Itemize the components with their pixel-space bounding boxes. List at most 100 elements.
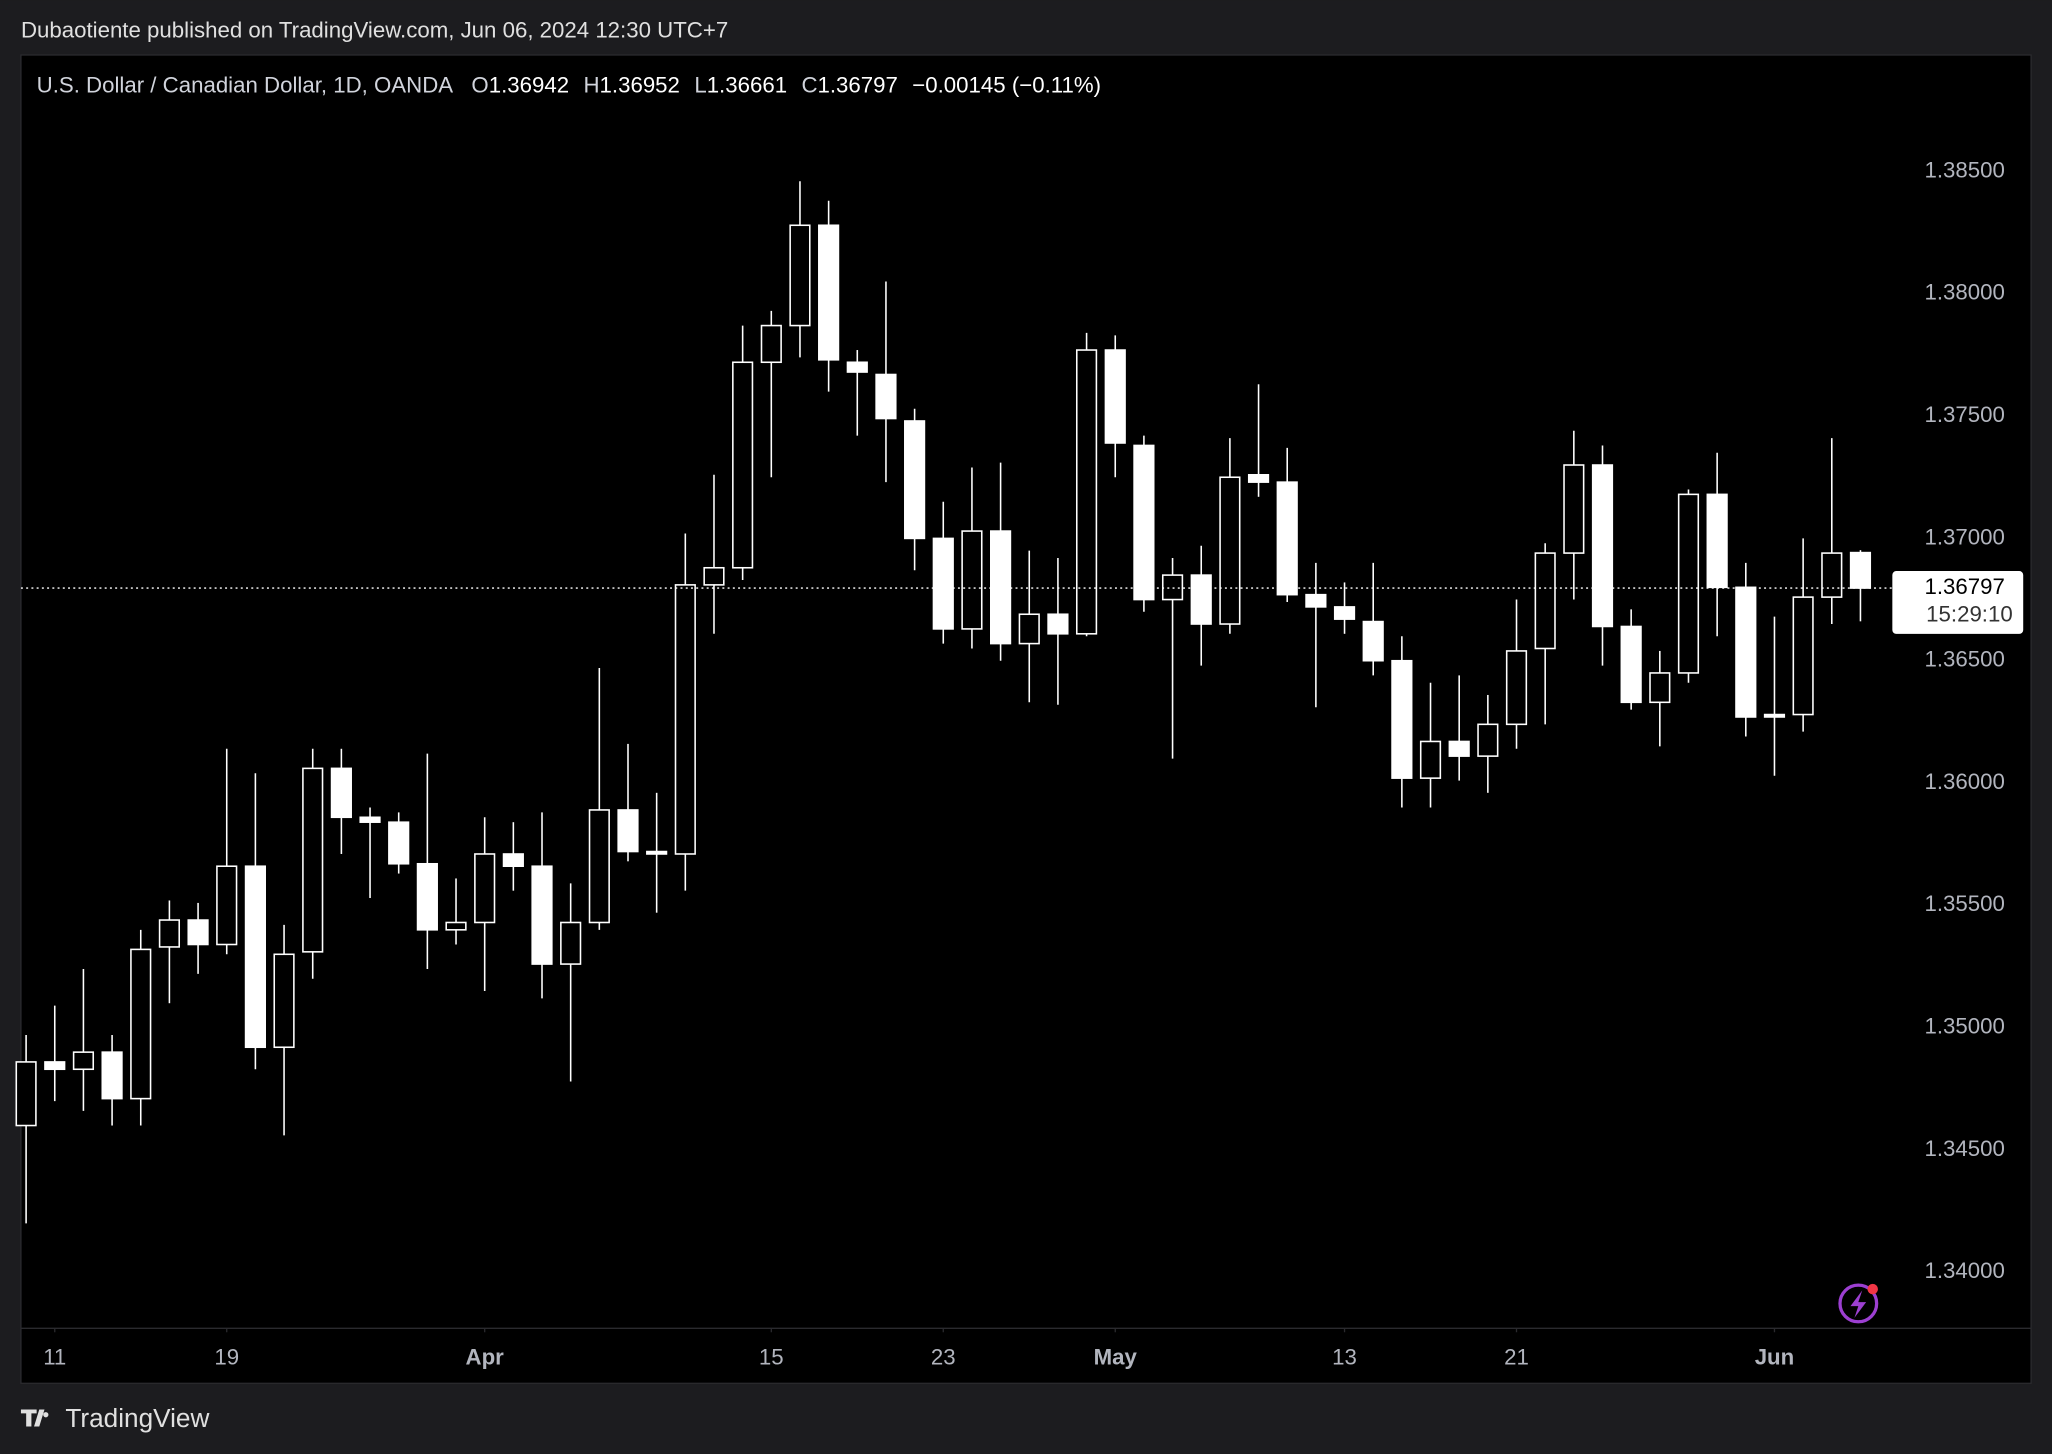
legend-value: 1.36952 [600,72,680,97]
candle-body [416,862,438,931]
candle-body [1620,625,1642,704]
y-tick-label: 1.36500 [1925,647,2005,672]
candle-body [244,865,266,1049]
candle-body [216,865,238,946]
y-tick-label: 1.36000 [1925,769,2005,794]
legend-value: 1.36942 [489,72,569,97]
ohlc-legend: U.S. Dollar / Canadian Dollar, 1D, OANDA… [37,72,1101,97]
candle-body [646,850,668,855]
candle-body [1706,493,1728,589]
candle-body [1133,444,1155,601]
candle-body [760,324,782,364]
candle-body [732,361,754,569]
x-tick-label: 11 [43,1344,66,1369]
candle-body [158,919,181,948]
legend-value: 1.36661 [707,72,787,97]
x-tick-label: 15 [759,1344,784,1369]
published-line: Dubaotiente published on TradingView.com… [21,17,728,42]
candle-body [1792,596,1814,716]
candle-body [1419,740,1442,779]
candle-body [1649,672,1671,704]
candle-body [330,767,352,819]
candle-body [1219,476,1241,625]
candle-body [904,420,926,540]
legend-key: L [694,72,706,97]
x-tick-label: 23 [931,1344,956,1369]
candle-body [1362,620,1384,662]
candle-body [1276,481,1298,596]
candle-body [359,816,381,823]
candle-body [1333,606,1356,620]
symbol: U.S. Dollar / Canadian Dollar, 1D, OANDA [37,72,454,97]
candle-body [1104,349,1126,444]
candle-body [1849,551,1872,589]
candle-body [1505,650,1528,726]
brand-logo: TradingView [20,1403,209,1433]
candle-body [703,566,725,586]
candle-body [1305,593,1327,608]
candle-body [961,530,983,630]
candle-body [1534,552,1556,650]
y-tick-label: 1.37000 [1925,524,2005,549]
last-price-label: 1.36797 [1925,574,2005,599]
x-tick-label: 13 [1332,1344,1357,1369]
candle-body [474,853,496,924]
candle-body [388,821,410,865]
x-tick-label: May [1094,1344,1138,1369]
candle-body [1477,723,1499,757]
candle-body [1735,586,1757,718]
y-tick-label: 1.35000 [1925,1014,2005,1039]
legend-key: H [583,72,599,97]
flash-icon[interactable] [1838,1283,1879,1324]
legend-key: C [801,72,817,97]
y-tick-label: 1.34000 [1925,1258,2005,1283]
candle-body [1448,740,1470,757]
candle-body [502,853,524,868]
flash-bolt[interactable] [1850,1290,1867,1318]
candle-body [1075,349,1098,635]
candle-body [1763,713,1786,718]
candle-body [617,809,639,853]
flash-circle[interactable] [1838,1283,1879,1324]
logo-mark [20,1409,49,1427]
brand-name: TradingView [65,1403,209,1433]
candle-body [875,373,897,420]
candle-body [989,530,1012,645]
candle-body [588,809,610,924]
candle-body [674,584,696,855]
candle-body [130,948,152,1100]
y-tick-label: 1.38500 [1925,157,2005,182]
y-tick-label: 1.38000 [1925,280,2005,305]
candle-body [846,361,868,373]
x-tick-label: Apr [466,1344,505,1369]
candle-body [445,921,467,931]
candle-body [1563,464,1585,554]
legend-change: −0.00145 (−0.11%) [912,72,1101,97]
x-tick-label: 19 [214,1344,239,1369]
candle-body [560,921,582,965]
candle-body [1047,613,1069,635]
candle-body [1161,574,1184,601]
candle-body [1821,552,1843,598]
y-tick-label: 1.37500 [1925,402,2005,427]
x-tick-label: Jun [1755,1344,1795,1369]
candle-body [932,537,954,630]
candle-body [1677,493,1700,674]
chart-panel [20,54,2032,1384]
legend-key: O [471,72,488,97]
candle-body [531,865,553,965]
candle-body [101,1051,123,1100]
candle-body [1018,613,1040,645]
x-tick-label: 21 [1504,1344,1529,1369]
countdown: 15:29:10 [1926,601,2013,626]
candle-body [1591,464,1614,628]
candle-body [302,767,324,953]
candle-body [15,1061,37,1127]
candle-body [818,224,840,361]
last-price-box [1892,571,2024,634]
candle-body [1190,574,1212,625]
candle-body [1247,474,1270,483]
candle-body [187,919,209,946]
